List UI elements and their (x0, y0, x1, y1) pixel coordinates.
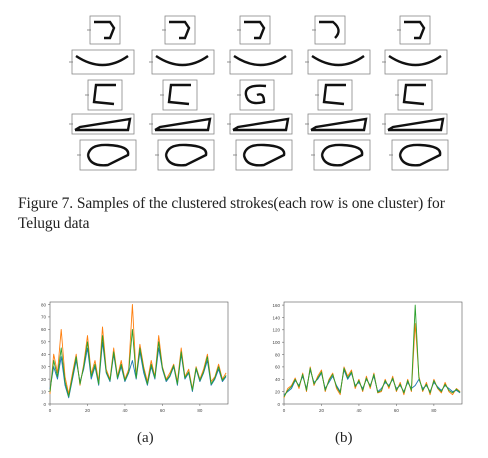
stroke-sample (305, 114, 370, 134)
y-tick-label: 160 (272, 303, 280, 308)
y-tick-label: 60 (41, 327, 47, 332)
y-tick-label: 100 (272, 340, 280, 345)
stroke-sample (160, 80, 197, 110)
panel-label-a: (a) (137, 430, 154, 447)
x-tick-label: 80 (197, 408, 203, 413)
y-tick-label: 140 (272, 315, 280, 320)
stroke-sample (227, 50, 292, 74)
y-tick-label: 0 (43, 402, 46, 407)
x-tick-label: 60 (394, 408, 400, 413)
x-tick-label: 40 (122, 408, 128, 413)
x-tick-label: 0 (49, 408, 52, 413)
chart-panel-b: 0 20 40 60 80 100 120 140 160 0 20 40 60 80 (262, 296, 472, 416)
stroke-sample (155, 140, 214, 170)
figure-caption: Figure 7. Samples of the clustered strok… (18, 194, 480, 234)
y-tick-label: 80 (41, 302, 47, 307)
stroke-sample (312, 16, 345, 44)
y-tick-label: 40 (275, 377, 281, 382)
stroke-sample (237, 80, 274, 110)
y-tick-label: 40 (41, 352, 47, 357)
x-tick-label: 20 (319, 408, 325, 413)
stroke-sample (397, 16, 430, 44)
y-tick-label: 120 (272, 328, 280, 333)
panel-label-b: (b) (335, 430, 353, 447)
stroke-sample (77, 140, 136, 170)
stroke-samples-grid (0, 0, 488, 180)
stroke-sample (237, 16, 270, 44)
y-tick-label: 30 (41, 364, 47, 369)
y-tick-label: 20 (275, 389, 281, 394)
stroke-sample (87, 16, 120, 44)
x-tick-label: 0 (283, 408, 286, 413)
stroke-sample (305, 50, 370, 74)
x-tick-label: 20 (85, 408, 91, 413)
y-tick-label: 60 (275, 365, 281, 370)
stroke-sample (85, 80, 122, 110)
stroke-sample (382, 114, 447, 134)
stroke-sample (149, 114, 214, 134)
x-tick-label: 80 (431, 408, 437, 413)
stroke-sample (382, 50, 447, 74)
stroke-sample (389, 140, 448, 170)
x-tick-label: 40 (356, 408, 362, 413)
series-line (50, 342, 226, 398)
stroke-sample (149, 50, 214, 74)
series-line (284, 324, 460, 398)
chart-panel-a: 0 10 20 30 40 50 60 70 80 0 20 40 60 80 (28, 296, 238, 416)
stroke-sample (69, 114, 134, 134)
stroke-sample (69, 50, 134, 74)
stroke-sample (311, 140, 370, 170)
x-tick-label: 60 (160, 408, 166, 413)
y-tick-label: 20 (41, 377, 47, 382)
y-tick-label: 80 (275, 352, 281, 357)
stroke-sample (162, 16, 195, 44)
stroke-sample (395, 80, 432, 110)
stroke-sample (315, 80, 352, 110)
plot-frame (284, 302, 462, 404)
stroke-sample (227, 114, 292, 134)
y-tick-label: 0 (277, 402, 280, 407)
y-tick-label: 70 (41, 315, 47, 320)
stroke-sample (233, 140, 292, 170)
y-tick-label: 10 (41, 389, 47, 394)
y-tick-label: 50 (41, 340, 47, 345)
